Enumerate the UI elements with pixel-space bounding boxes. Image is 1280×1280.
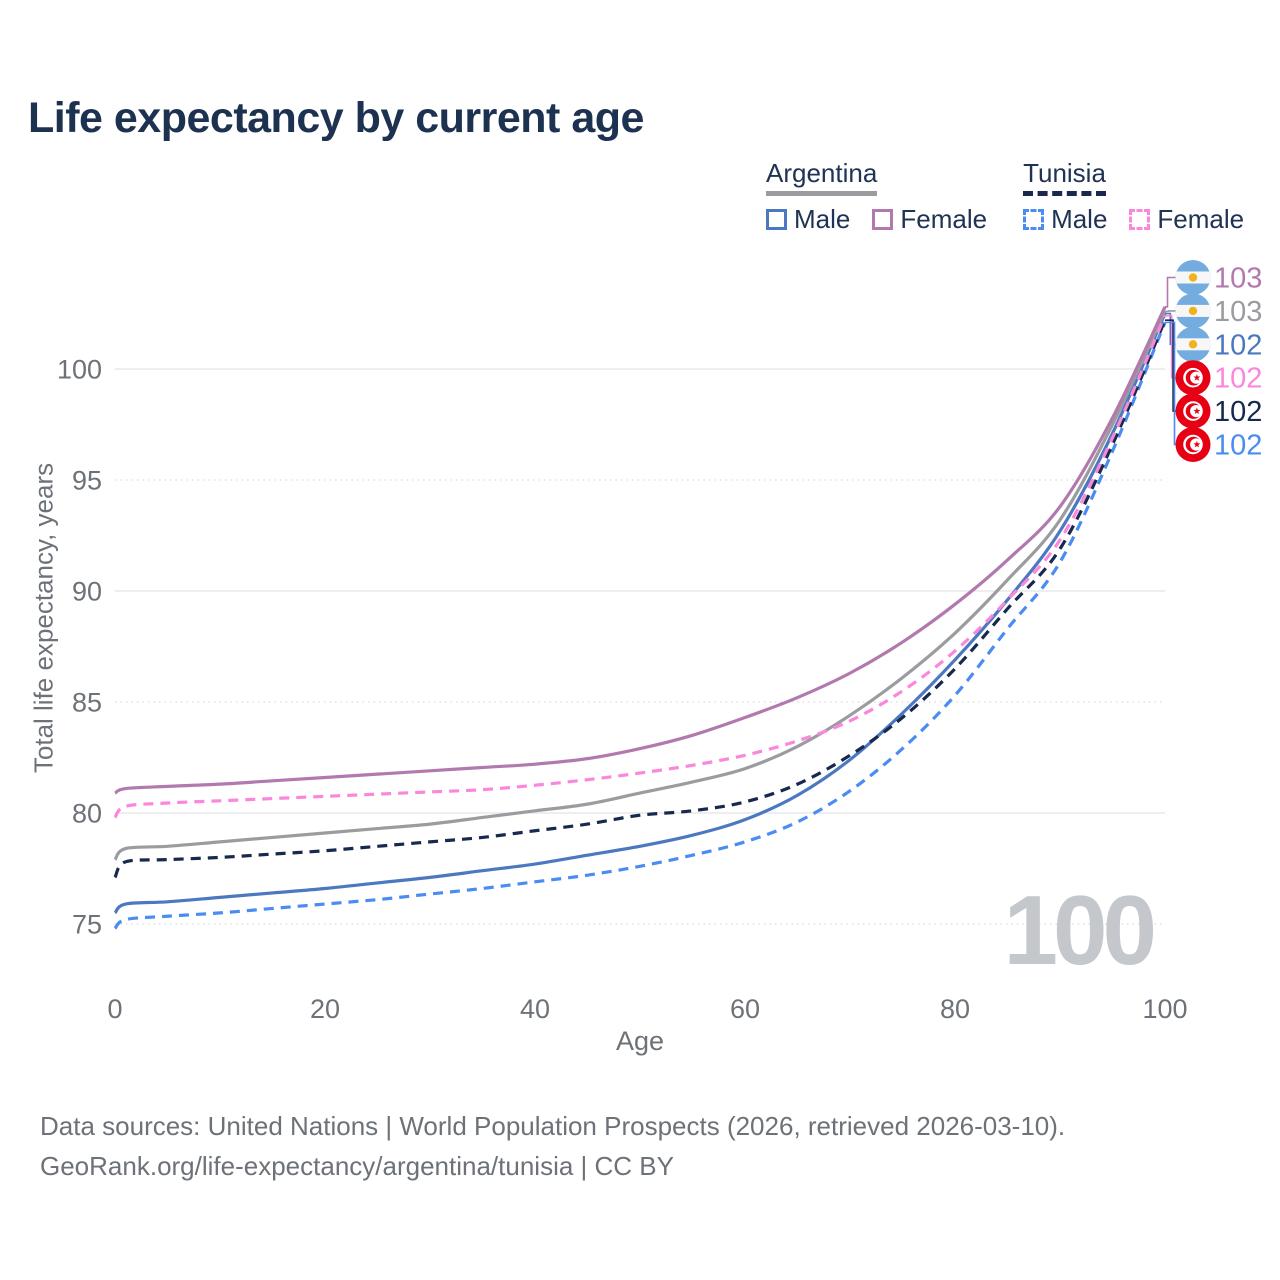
y-tick-label: 90: [72, 577, 102, 607]
footer: Data sources: United Nations | World Pop…: [40, 1106, 1065, 1186]
page-title: Life expectancy by current age: [28, 94, 644, 142]
legend-item-tunisia-female-label: Female: [1157, 204, 1245, 234]
x-tick-label: 0: [107, 994, 122, 1024]
end-value-label-tunisia: 102: [1214, 396, 1262, 428]
data-source-line: Data sources: United Nations | World Pop…: [40, 1111, 1066, 1141]
series-line-argentina-male[interactable]: [113, 312, 1167, 915]
y-tick-label: 85: [72, 688, 102, 718]
legend-item-argentina-female-label: Female: [900, 204, 988, 234]
x-tick-label: 60: [730, 994, 760, 1024]
tunisia-female-swatch-icon: [1129, 208, 1151, 230]
end-value-label-argentina: 103: [1214, 296, 1262, 328]
argentina-male-swatch-icon: [766, 208, 787, 230]
legend-group-argentina: Argentina Male Female: [766, 158, 987, 233]
legend-group-argentina-header[interactable]: Argentina: [766, 158, 878, 196]
legend-item-tunisia-female[interactable]: Female: [1129, 205, 1244, 233]
y-tick-label: 80: [72, 799, 102, 829]
series-line-argentina-female[interactable]: [114, 306, 1167, 795]
end-value-label-argentina-female: 103: [1214, 263, 1262, 295]
legend: Argentina Male Female Tunisia Male Femal…: [766, 158, 1244, 233]
legend-item-tunisia-male-label: Male: [1051, 204, 1108, 234]
tunisia-flag-icon: [1175, 427, 1211, 462]
end-label-leader: [1165, 314, 1178, 379]
x-tick-label: 100: [1142, 994, 1187, 1024]
series-line-tunisia-female[interactable]: [113, 315, 1167, 819]
y-tick-label: 100: [57, 355, 102, 385]
x-tick-label: 80: [940, 994, 970, 1024]
series-line-tunisia[interactable]: [113, 319, 1167, 879]
legend-item-tunisia-male[interactable]: Male: [1023, 205, 1107, 233]
end-value-label-tunisia-male: 102: [1214, 430, 1262, 462]
age-counter-watermark: 100: [1003, 875, 1156, 985]
legend-group-tunisia-header[interactable]: Tunisia: [1023, 158, 1106, 196]
legend-item-argentina-male[interactable]: Male: [766, 205, 850, 233]
legend-group-argentina-label: Argentina: [766, 158, 878, 188]
y-tick-label: 95: [72, 466, 102, 496]
x-tick-label: 20: [310, 994, 340, 1024]
legend-item-argentina-female[interactable]: Female: [872, 205, 987, 233]
tunisia-male-swatch-icon: [1023, 208, 1045, 230]
end-value-label-argentina-male: 102: [1214, 329, 1262, 361]
legend-group-tunisia: Tunisia Male Female: [1023, 158, 1244, 233]
series-line-argentina[interactable]: [113, 310, 1167, 861]
tunisia-flag-icon: [1175, 393, 1211, 429]
y-tick-label: 75: [72, 910, 102, 940]
end-value-label-tunisia-female: 102: [1214, 363, 1262, 395]
end-label-leader: [1165, 276, 1178, 308]
x-tick-label: 40: [520, 994, 550, 1024]
legend-item-argentina-male-label: Male: [794, 204, 851, 234]
argentina-female-swatch-icon: [872, 208, 894, 230]
x-axis-title: Age: [615, 1026, 665, 1056]
argentina-flag-icon: [1175, 293, 1211, 329]
attribution-line: GeoRank.org/life-expectancy/argentina/tu…: [40, 1151, 674, 1181]
tunisia-flag-icon: [1175, 360, 1211, 396]
legend-group-tunisia-label: Tunisia: [1023, 158, 1106, 188]
y-axis-title: Total life expectancy, years: [28, 462, 59, 774]
argentina-flag-icon: [1175, 260, 1211, 295]
argentina-flag-icon: [1175, 326, 1211, 362]
